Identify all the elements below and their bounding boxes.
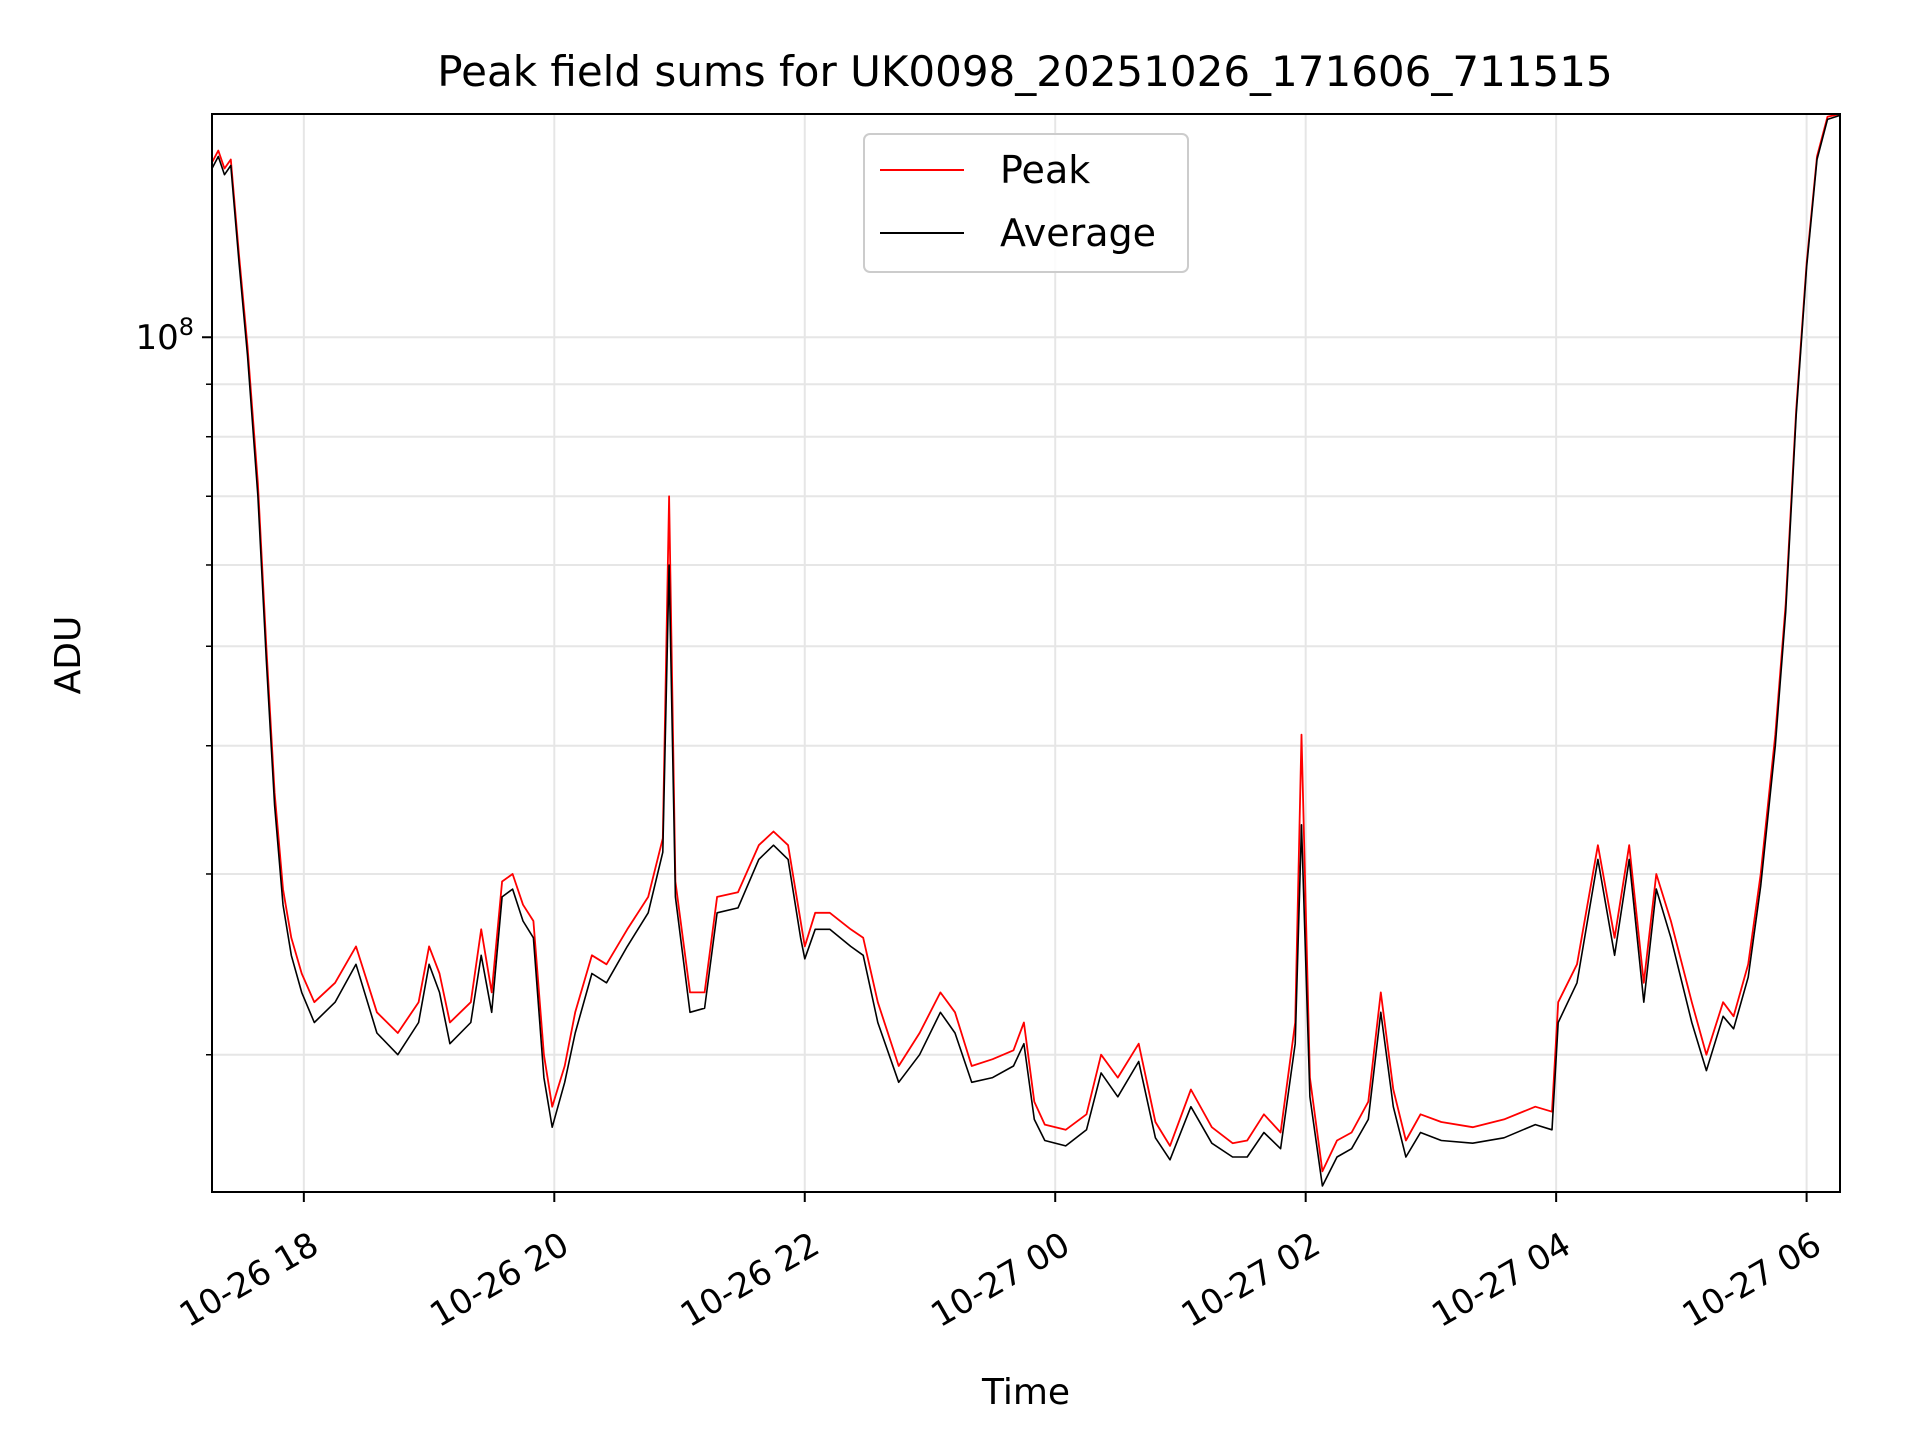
legend: Peak Average [863, 133, 1189, 273]
legend-average-label: Average [1000, 211, 1156, 255]
series-line-peak [211, 113, 1841, 1173]
chart-title: Peak field sums for UK0098_20251026_1716… [437, 47, 1612, 96]
legend-box [863, 133, 1189, 273]
y-tick-label: 108 [135, 313, 194, 358]
y-axis-label: ADU [48, 616, 89, 695]
series-line-average [211, 114, 1841, 1187]
plot-frame [211, 113, 1841, 1193]
grid-lines [212, 114, 1840, 1192]
legend-peak-label: Peak [1000, 148, 1090, 192]
x-axis-label: Time [981, 1372, 1070, 1413]
series-layer [211, 113, 1841, 1187]
